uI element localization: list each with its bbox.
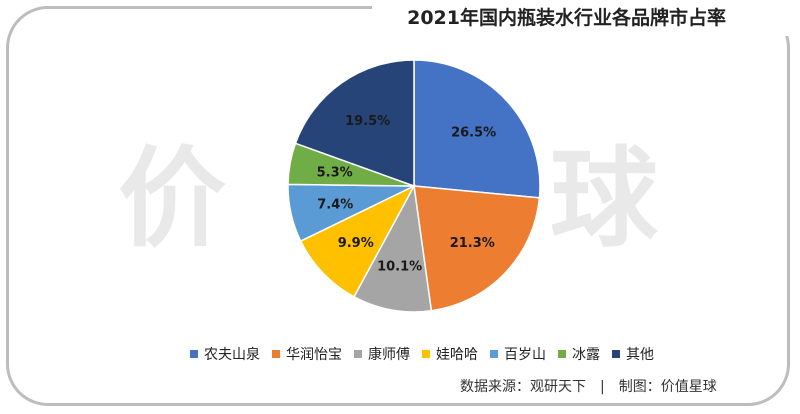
legend-item-6: 冰露	[558, 344, 600, 364]
made-by: 制图：价值星球	[618, 379, 717, 395]
legend-label: 百岁山	[504, 347, 546, 363]
legend-label: 康师傅	[368, 347, 410, 363]
pie-slice-2	[413, 185, 541, 312]
separator: |	[600, 379, 605, 395]
legend-swatch	[354, 350, 362, 358]
pie-slice-3	[352, 183, 433, 313]
legend-swatch	[490, 350, 498, 358]
watermark-char: 价	[118, 137, 247, 262]
data-label-4: 9.9%	[338, 236, 374, 251]
legend-label: 娃哈哈	[436, 347, 478, 363]
legend-label: 农夫山泉	[204, 347, 260, 363]
data-label-3: 10.1%	[377, 259, 422, 274]
legend-swatch	[190, 350, 198, 358]
title-box: 2021年国内瓶装水行业各品牌市占率	[372, 0, 800, 36]
pie-slice-7	[294, 59, 415, 188]
data-label-1: 26.5%	[451, 126, 496, 141]
legend-label: 华润怡宝	[286, 347, 342, 363]
legend-item-4: 娃哈哈	[422, 344, 478, 364]
chart-title: 2021年国内瓶装水行业各品牌市占率	[407, 7, 726, 29]
legend-swatch	[272, 350, 280, 358]
legend: 农夫山泉 华润怡宝 康师傅 娃哈哈 百岁山 冰露 其他	[190, 344, 654, 364]
data-label-6: 5.3%	[317, 166, 353, 181]
legend-swatch	[422, 350, 430, 358]
legend-label: 冰露	[572, 347, 600, 363]
legend-item-5: 百岁山	[490, 344, 546, 364]
legend-item-7: 其他	[612, 344, 654, 364]
legend-item-1: 农夫山泉	[190, 344, 260, 364]
data-label-2: 21.3%	[450, 236, 495, 251]
data-label-5: 7.4%	[317, 198, 353, 213]
data-source: 数据来源：观研天下	[460, 379, 586, 395]
legend-item-3: 康师傅	[354, 344, 410, 364]
pie-slice-4	[299, 184, 416, 298]
watermark-char: 球	[549, 137, 678, 262]
legend-swatch	[612, 350, 620, 358]
legend-swatch	[558, 350, 566, 358]
data-label-7: 19.5%	[345, 114, 390, 129]
pie-slice-1	[413, 59, 541, 199]
source-line: 数据来源：观研天下 | 制图：价值星球	[460, 376, 717, 396]
legend-item-2: 华润怡宝	[272, 344, 342, 364]
legend-label: 其他	[626, 347, 654, 363]
